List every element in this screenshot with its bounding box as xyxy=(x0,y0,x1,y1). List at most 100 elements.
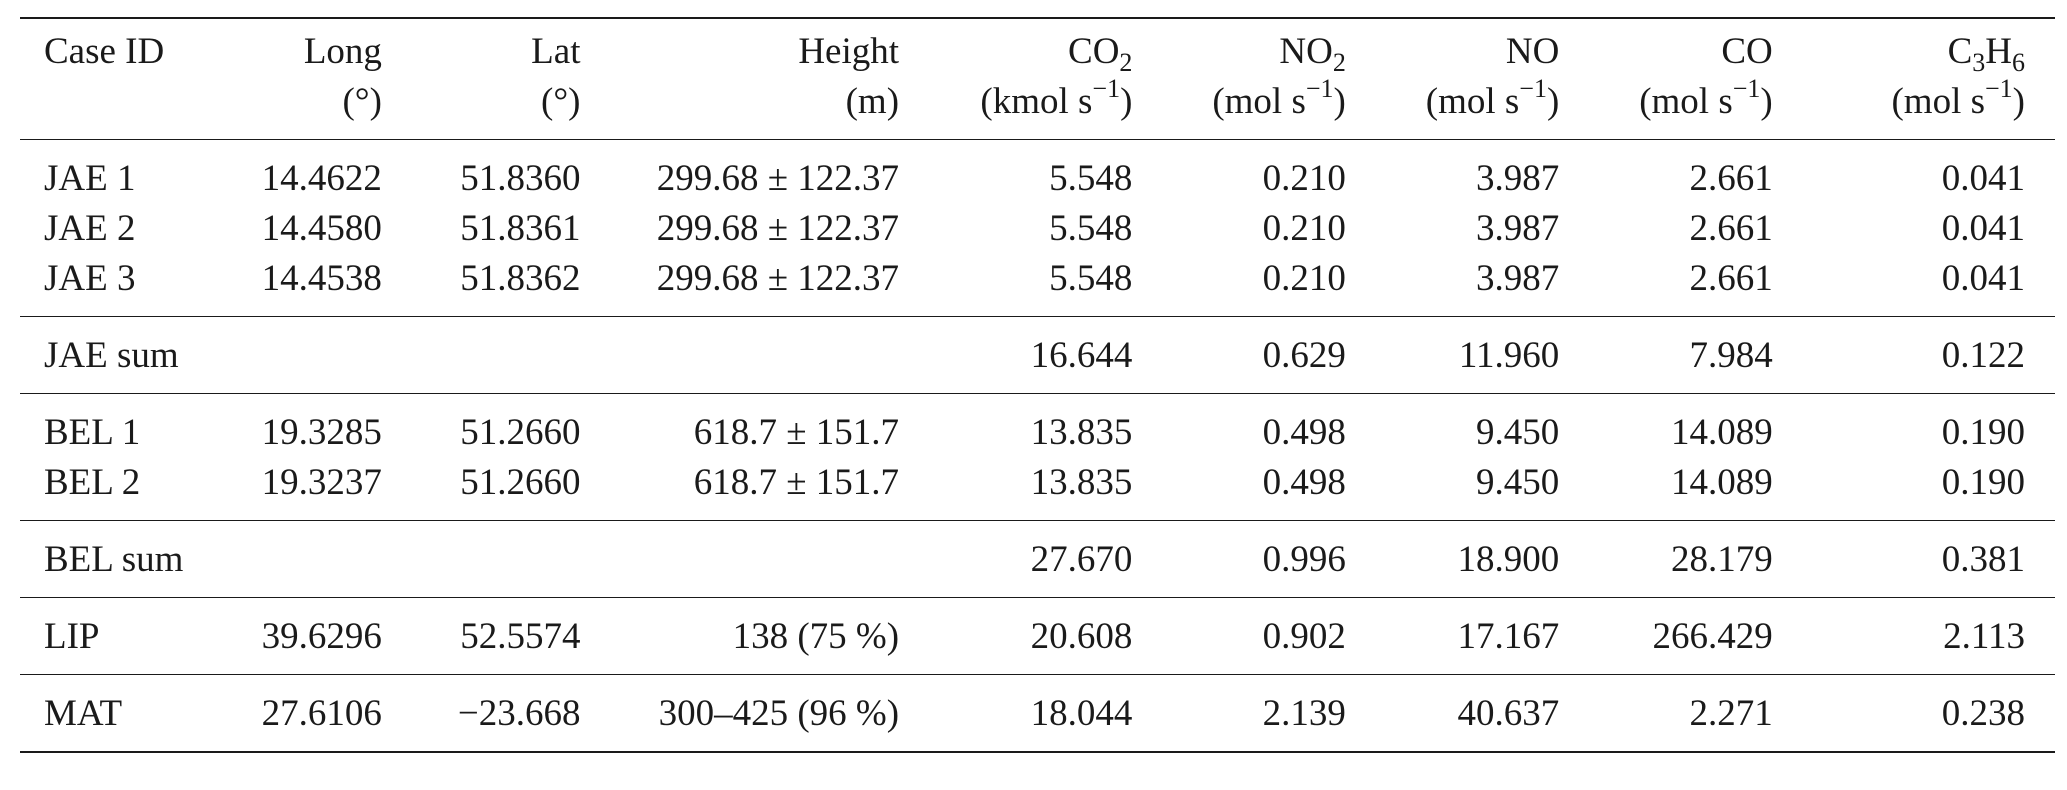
cell-c3h6: 0.041 xyxy=(1941,258,2025,299)
cell-c3h6: 0.381 xyxy=(1941,539,2025,580)
cell-co2: 27.670 xyxy=(1030,539,1133,580)
cell-case-id: BEL 2 xyxy=(44,462,141,503)
cell-case-id: JAE sum xyxy=(44,335,179,376)
cell-case-id: BEL 1 xyxy=(44,412,141,453)
cell-long: 14.4580 xyxy=(261,208,382,249)
header-long: Long (°) xyxy=(213,18,411,140)
table-row: BEL 1 19.3285 51.2660 618.7 ± 151.7 13.835 0.… xyxy=(20,394,2055,459)
table-row: BEL 2 19.3237 51.2660 618.7 ± 151.7 13.835 0.… xyxy=(20,458,2055,521)
cell-co: 28.179 xyxy=(1670,539,1773,580)
header-no2: NO2 (mol s−1) xyxy=(1162,18,1375,140)
jae-group: JAE 1 14.4622 51.8360 299.68 ± 122.37 5.548 0… xyxy=(20,140,2055,317)
formula-base: CO xyxy=(1068,31,1120,72)
cell-case-id: MAT xyxy=(44,693,123,734)
cell-co2: 13.835 xyxy=(1030,412,1133,453)
header-unit: (mol s−1) xyxy=(1376,76,1560,127)
cell-co2: 13.835 xyxy=(1030,462,1133,503)
cell-no2: 0.629 xyxy=(1262,335,1346,376)
formula-subscript: 3 xyxy=(1972,48,1986,77)
cell-c3h6: 0.190 xyxy=(1941,412,2025,453)
cell-long: 27.6106 xyxy=(261,693,382,734)
cell-height: 299.68 ± 122.37 xyxy=(656,258,900,299)
unit-superscript: −1 xyxy=(1092,74,1121,103)
cell-co: 2.661 xyxy=(1689,258,1773,299)
cell-co: 266.429 xyxy=(1652,616,1773,657)
table-row: JAE 1 14.4622 51.8360 299.68 ± 122.37 5.548 0… xyxy=(20,140,2055,205)
cell-height: 299.68 ± 122.37 xyxy=(656,208,900,249)
cell-long: 19.3285 xyxy=(261,412,382,453)
cell-no2: 0.210 xyxy=(1262,158,1346,199)
header-label: Lat xyxy=(531,31,581,72)
cell-co: 14.089 xyxy=(1670,412,1773,453)
cell-height xyxy=(610,521,929,598)
bel-group: BEL 1 19.3285 51.2660 618.7 ± 151.7 13.835 0.… xyxy=(20,394,2055,521)
cell-co: 14.089 xyxy=(1670,462,1773,503)
cell-lat: 51.8360 xyxy=(460,158,581,199)
cell-lat: 51.8362 xyxy=(460,258,581,299)
unit-prefix: (mol s xyxy=(1425,81,1520,122)
header-unit: (mol s−1) xyxy=(1589,76,1773,127)
cell-height: 618.7 ± 151.7 xyxy=(693,462,900,503)
cell-no2: 0.210 xyxy=(1262,258,1346,299)
cell-no: 3.987 xyxy=(1476,158,1560,199)
bel-sum-group: BEL sum 27.670 0.996 18.900 28.179 0.381 xyxy=(20,521,2055,598)
header-unit: (mol s−1) xyxy=(1803,74,2025,127)
cell-co: 2.661 xyxy=(1689,158,1773,199)
unit-suffix: ) xyxy=(2012,81,2025,122)
cell-co: 2.271 xyxy=(1689,693,1773,734)
jae-sum-group: JAE sum 16.644 0.629 11.960 7.984 0.122 xyxy=(20,317,2055,394)
mat-group: MAT 27.6106 −23.668 300–425 (96 %) 18.044 2.1… xyxy=(20,675,2055,752)
cell-c3h6: 0.238 xyxy=(1941,693,2025,734)
cell-co2: 5.548 xyxy=(1049,158,1133,199)
unit-superscript: −1 xyxy=(1985,74,2013,103)
header-label: NO xyxy=(1505,31,1560,72)
cell-co2: 5.548 xyxy=(1049,208,1133,249)
cell-no: 9.450 xyxy=(1476,412,1560,453)
cell-height: 300–425 (96 %) xyxy=(658,693,900,734)
cell-no: 9.450 xyxy=(1476,462,1560,503)
cell-case-id: JAE 1 xyxy=(44,158,136,199)
cell-no2: 2.139 xyxy=(1262,693,1346,734)
cell-case-id: BEL sum xyxy=(44,539,184,580)
header-label: NO2 xyxy=(1162,27,1345,77)
header-unit: (kmol s−1) xyxy=(929,74,1132,127)
header-label: Height xyxy=(798,31,900,72)
cell-c3h6: 2.113 xyxy=(1943,616,2025,657)
cell-no: 3.987 xyxy=(1476,208,1560,249)
header-label: Case ID xyxy=(44,31,165,72)
cell-case-id: LIP xyxy=(44,616,100,657)
formula-base: H xyxy=(1985,31,2012,72)
cell-co2: 20.608 xyxy=(1030,616,1133,657)
table-row: JAE sum 16.644 0.629 11.960 7.984 0.122 xyxy=(20,317,2055,394)
cell-lat xyxy=(412,317,611,394)
header-unit: (mol s−1) xyxy=(1162,76,1346,127)
cell-long: 14.4538 xyxy=(261,258,382,299)
cell-no2: 0.902 xyxy=(1262,616,1346,657)
table-row: LIP 39.6296 52.5574 138 (75 %) 20.608 0.902 17… xyxy=(20,598,2055,675)
cell-c3h6: 0.041 xyxy=(1941,208,2025,249)
header-co2: CO2 (kmol s−1) xyxy=(929,18,1162,140)
header-c3h6: C3H6 (mol s−1) xyxy=(1803,18,2055,140)
header-label: Long xyxy=(303,31,382,72)
cell-co: 2.661 xyxy=(1689,208,1773,249)
header-co: CO (mol s−1) xyxy=(1589,18,1802,140)
header-no: NO (mol s−1) xyxy=(1376,18,1589,140)
cell-case-id: JAE 2 xyxy=(44,208,136,249)
formula-base: C xyxy=(1947,31,1973,72)
cell-c3h6: 0.190 xyxy=(1941,462,2025,503)
unit-prefix: (mol s xyxy=(1639,81,1733,122)
cell-co2: 5.548 xyxy=(1049,258,1133,299)
cell-lat xyxy=(412,521,611,598)
cell-no2: 0.498 xyxy=(1262,462,1346,503)
unit-prefix: (kmol s xyxy=(980,81,1093,122)
cell-height: 299.68 ± 122.37 xyxy=(656,158,900,199)
header-lat: Lat (°) xyxy=(412,18,611,140)
cell-co2: 16.644 xyxy=(1030,335,1133,376)
header-unit: (°) xyxy=(541,81,581,122)
cell-no: 17.167 xyxy=(1457,616,1560,657)
cell-no2: 0.498 xyxy=(1262,412,1346,453)
header-case-id: Case ID xyxy=(20,18,213,140)
cell-long xyxy=(213,521,411,598)
cell-case-id: JAE 3 xyxy=(44,258,136,299)
header-height: Height (m) xyxy=(610,18,929,140)
